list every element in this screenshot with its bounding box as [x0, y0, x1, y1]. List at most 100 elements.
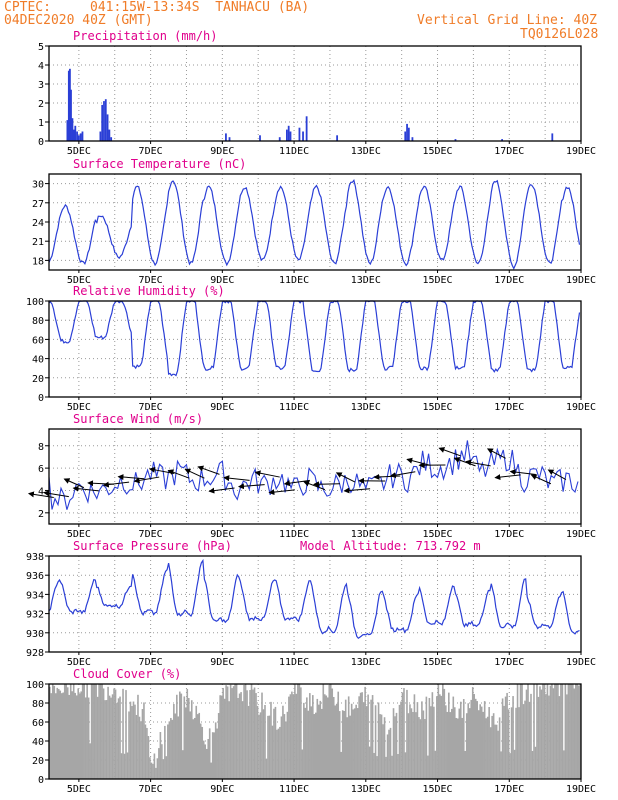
cloud-bar: [170, 717, 172, 779]
cloud-bar: [542, 684, 544, 779]
pressure-panel: [45, 555, 582, 655]
cloud-bar: [258, 714, 260, 779]
cloud-bar: [155, 767, 157, 779]
cloud-bar: [549, 685, 552, 779]
cloud-bar: [494, 724, 496, 779]
cloud-bar: [274, 706, 277, 779]
cloud-bar: [365, 706, 368, 779]
cloud-bar: [355, 704, 357, 779]
cloud-bar: [159, 732, 162, 779]
cloud-bar: [316, 698, 319, 779]
cloud-bar: [309, 693, 311, 779]
cloud-bar: [397, 753, 399, 779]
cloud-bar: [362, 702, 365, 779]
pressure-frame: [48, 555, 582, 653]
cloud-bar: [158, 748, 160, 779]
cloud-bar: [223, 698, 226, 779]
precipitation-bar: [411, 137, 414, 141]
cloud-bar: [448, 692, 450, 779]
precipitation-bar: [336, 135, 339, 141]
cloud-bar: [412, 711, 414, 779]
cloud-bar: [473, 694, 476, 779]
wind-date-label: 17DEC: [494, 529, 524, 540]
cloud-bar: [81, 684, 84, 779]
cloud-bar: [373, 752, 375, 779]
cloud-bar: [310, 706, 313, 779]
cloud-bar: [234, 684, 236, 779]
cloud-bar: [445, 705, 447, 779]
cloud-bar: [329, 684, 332, 779]
wind-arrow: [389, 471, 416, 479]
cloud-bar: [147, 736, 150, 779]
precipitation-date-label: 9DEC: [210, 146, 234, 157]
cloud-bar: [277, 728, 280, 779]
wind-arrow: [343, 487, 371, 494]
wind-date-label: 9DEC: [210, 529, 234, 540]
cloud-bar: [238, 693, 241, 779]
wind-ytick-label: 4: [38, 486, 44, 497]
cloud-bar: [433, 706, 435, 779]
cloud-bar: [513, 749, 516, 779]
cloud-bar: [129, 701, 132, 779]
cloud-bar: [128, 711, 130, 779]
cloud-bar: [413, 694, 416, 779]
pressure-ytick-label: 934: [26, 590, 44, 601]
cloud-bar: [62, 692, 65, 779]
cloud-bar: [325, 695, 328, 779]
precipitation-bar: [289, 131, 292, 141]
cloud-bar: [279, 726, 281, 779]
precipitation-ytick-label: 4: [38, 61, 44, 72]
cloud-bar: [482, 711, 484, 779]
cloud-bar: [199, 723, 202, 779]
wind-arrow: [438, 447, 461, 457]
temperature-date-label: 5DEC: [67, 275, 91, 286]
cloud-bar: [497, 730, 499, 779]
cloud-bar: [434, 750, 437, 779]
cloud-bar: [512, 696, 514, 779]
cloud-bar: [193, 717, 196, 779]
cloud-bar: [401, 692, 404, 779]
wind-date-label: 15DEC: [422, 529, 452, 540]
cloud-bar: [116, 703, 118, 779]
cloud-bar: [54, 693, 57, 779]
cloud-bar: [491, 715, 493, 779]
cloud-bar: [495, 724, 498, 779]
cloud-bar: [343, 710, 345, 779]
cloud-bar: [202, 740, 205, 779]
precipitation-bar: [67, 70, 70, 141]
cloud-bar: [226, 686, 229, 779]
cloud-bar: [500, 751, 502, 779]
humidity-line: [48, 300, 581, 377]
wind-ytick-label: 8: [38, 442, 44, 453]
temperature-date-label: 7DEC: [139, 275, 163, 286]
cloud-bar: [404, 752, 407, 779]
precipitation-date-label: 11DEC: [279, 146, 309, 157]
cloud-bar: [92, 684, 94, 779]
wind-arrow: [167, 469, 190, 479]
cloud-bar: [303, 702, 305, 779]
wind-frame: [48, 428, 582, 525]
cloud-bar: [156, 758, 159, 779]
cloud-bar: [386, 734, 389, 779]
header-source: CPTEC:: [4, 0, 51, 15]
cloud-bar: [522, 704, 525, 779]
pressure-line: [48, 558, 580, 639]
cloud-bar: [167, 724, 169, 779]
temperature-panel: [45, 173, 582, 273]
cloud-bar: [75, 695, 78, 779]
cloud-bar: [400, 701, 402, 779]
precipitation-ytick-label: 0: [38, 137, 44, 148]
pressure-date-label: 13DEC: [351, 657, 381, 668]
pressure-date-label: 19DEC: [566, 657, 596, 668]
cloud-bar: [123, 753, 126, 779]
wind-arrow: [465, 459, 491, 467]
cloud-bar: [458, 708, 461, 779]
cloud-bar: [87, 697, 90, 779]
cloud-bar: [385, 756, 387, 779]
cloud-bar: [509, 753, 511, 779]
cloud-bar: [113, 688, 115, 779]
cloud-bar: [168, 721, 171, 779]
temperature-date-label: 13DEC: [351, 275, 381, 286]
cloud-bar: [71, 691, 74, 779]
header-grid-note: Vertical Grid Line: 40Z: [417, 13, 598, 28]
